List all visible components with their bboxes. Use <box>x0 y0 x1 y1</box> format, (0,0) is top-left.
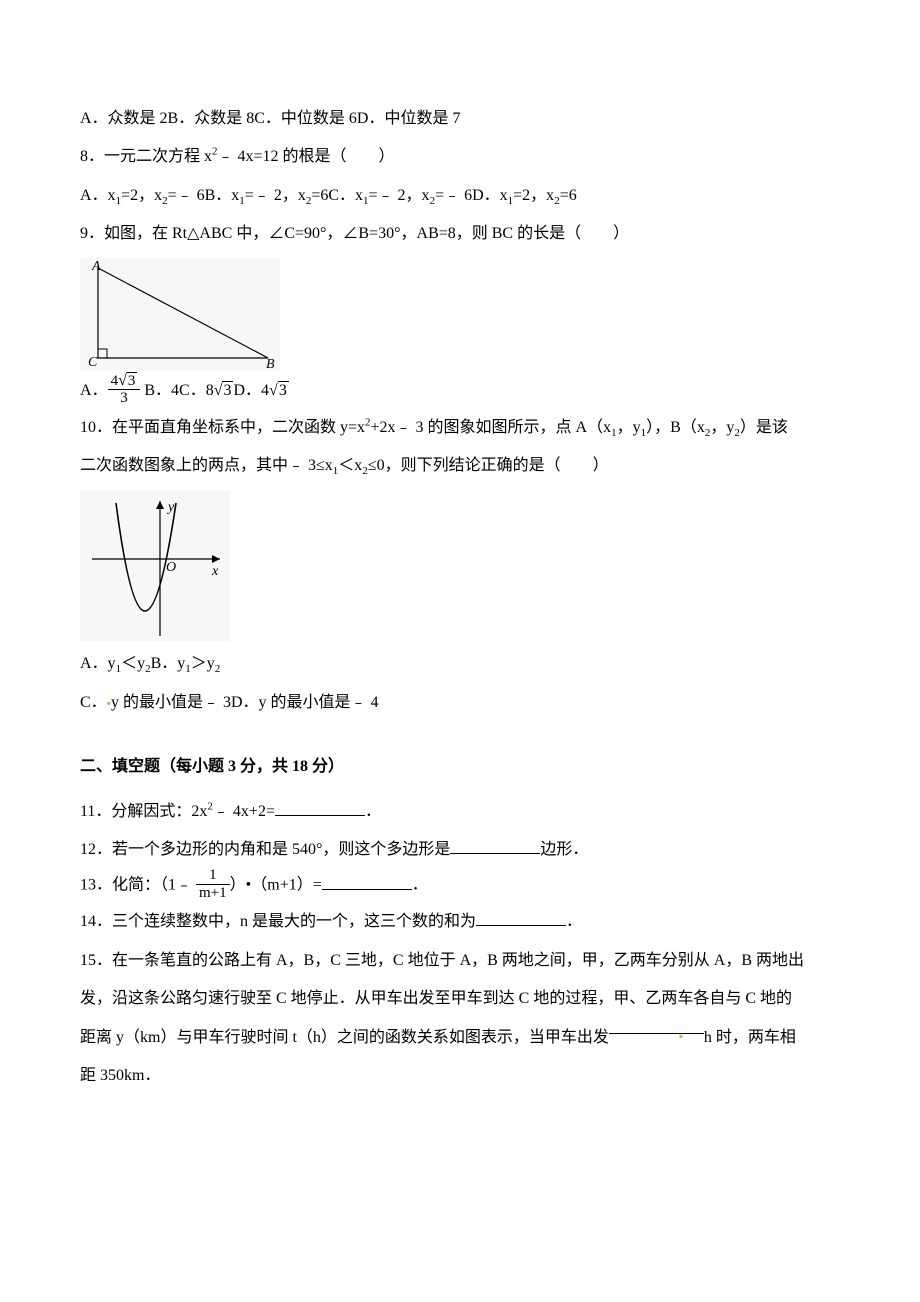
q13-mid: ）•（m+1）= <box>230 877 322 894</box>
q14-post: ． <box>566 913 582 930</box>
q15-l1: 15．在一条笔直的公路上有 A，B，C 三地，C 地位于 A，B 两地之间，甲，… <box>80 942 840 980</box>
q9-stem: 9．如图，在 Rt△ABC 中，∠C=90°，∠B=30°，AB=8，则 BC … <box>80 215 840 253</box>
orange-dot-icon: ▪ <box>679 1029 683 1043</box>
q8-options: A．x1=2，x2=﹣ 6B．x1=﹣ 2，x2=6C．x1=﹣ 2，x2=﹣ … <box>80 177 840 215</box>
q10-stem-1: 10．在平面直角坐标系中，二次函数 y=x2+2x﹣ 3 的图象如图所示，点 A… <box>80 409 840 447</box>
q11: 11．分解因式：2x2﹣ 4x+2= ． <box>80 793 840 831</box>
label-C: C <box>88 355 98 370</box>
q12: 12．若一个多边形的内角和是 540°，则这个多边形是 边形． <box>80 831 840 869</box>
q9-options: A．433 B．4C．83D．43 <box>80 374 840 409</box>
q13-pre: 13．化简：（1﹣ <box>80 877 196 894</box>
q9-figure: A C B <box>80 258 280 370</box>
q14-blank <box>476 911 566 926</box>
q8-stem: 8．一元二次方程 x2﹣ 4x=12 的根是（ ） <box>80 138 840 176</box>
q7-options: A．众数是 2B．众数是 8C．中位数是 6D．中位数是 7 <box>80 100 840 138</box>
q12-post: 边形． <box>540 841 588 858</box>
q15-blank: ▪ <box>609 1019 704 1034</box>
q10-optAB: A．y1＜y2B．y1＞y2 <box>80 645 840 683</box>
section-2-title: 二、填空题（每小题 3 分，共 18 分） <box>80 748 840 786</box>
q10-optCD-pre: C． <box>80 694 107 711</box>
q11-blank <box>275 800 365 815</box>
q13-post: ． <box>412 877 428 894</box>
q11-pre: 11．分解因式：2x2﹣ 4x+2= <box>80 803 275 820</box>
q15-l3: 距离 y（km）与甲车行驶时间 t（h）之间的函数关系如图表示，当甲车出发 ▪ … <box>80 1019 840 1057</box>
q15-l2: 发，沿这条公路匀速行驶至 C 地停止．从甲车出发至甲车到达 C 地的过程，甲、乙… <box>80 980 840 1018</box>
q13-blank <box>322 875 412 890</box>
q15-l3-pre: 距离 y（km）与甲车行驶时间 t（h）之间的函数关系如图表示，当甲车出发 <box>80 1029 609 1046</box>
label-x: x <box>211 564 219 579</box>
q9-optD-sqrt: 3 <box>269 378 289 404</box>
label-B: B <box>266 357 275 370</box>
q9-optA-frac: 433 <box>108 372 141 407</box>
q12-blank <box>450 839 540 854</box>
q14: 14．三个连续整数中，n 是最大的一个，这三个数的和为 ． <box>80 903 840 941</box>
q10-figure: O x y <box>80 491 230 641</box>
q14-pre: 14．三个连续整数中，n 是最大的一个，这三个数的和为 <box>80 913 476 930</box>
q15-l3-post: h 时，两车相 <box>704 1029 796 1046</box>
label-A: A <box>91 259 101 274</box>
label-O: O <box>166 560 176 575</box>
q11-post: ． <box>365 803 381 820</box>
q10-optCD-rest: y 的最小值是﹣ 3D．y 的最小值是﹣ 4 <box>111 694 379 711</box>
q10-optCD: C．▪y 的最小值是﹣ 3D．y 的最小值是﹣ 4 <box>80 684 840 722</box>
q13-frac: 1m+1 <box>196 867 230 901</box>
q12-pre: 12．若一个多边形的内角和是 540°，则这个多边形是 <box>80 841 450 858</box>
q9-optD-pre: D．4 <box>233 382 269 399</box>
q9-optA-pre: A． <box>80 382 108 399</box>
q13: 13．化简：（1﹣ 1m+1）•（m+1）= ． <box>80 869 840 903</box>
q10-stem-2: 二次函数图象上的两点，其中﹣ 3≤x1＜x2≤0，则下列结论正确的是（ ） <box>80 447 840 485</box>
label-y: y <box>166 500 175 515</box>
exam-page: A．众数是 2B．众数是 8C．中位数是 6D．中位数是 7 8．一元二次方程 … <box>0 0 920 1155</box>
q9-optC-sqrt: 3 <box>214 378 234 404</box>
q9-optB: B．4C．8 <box>140 382 213 399</box>
q15-l4: 距 350km． <box>80 1057 840 1095</box>
